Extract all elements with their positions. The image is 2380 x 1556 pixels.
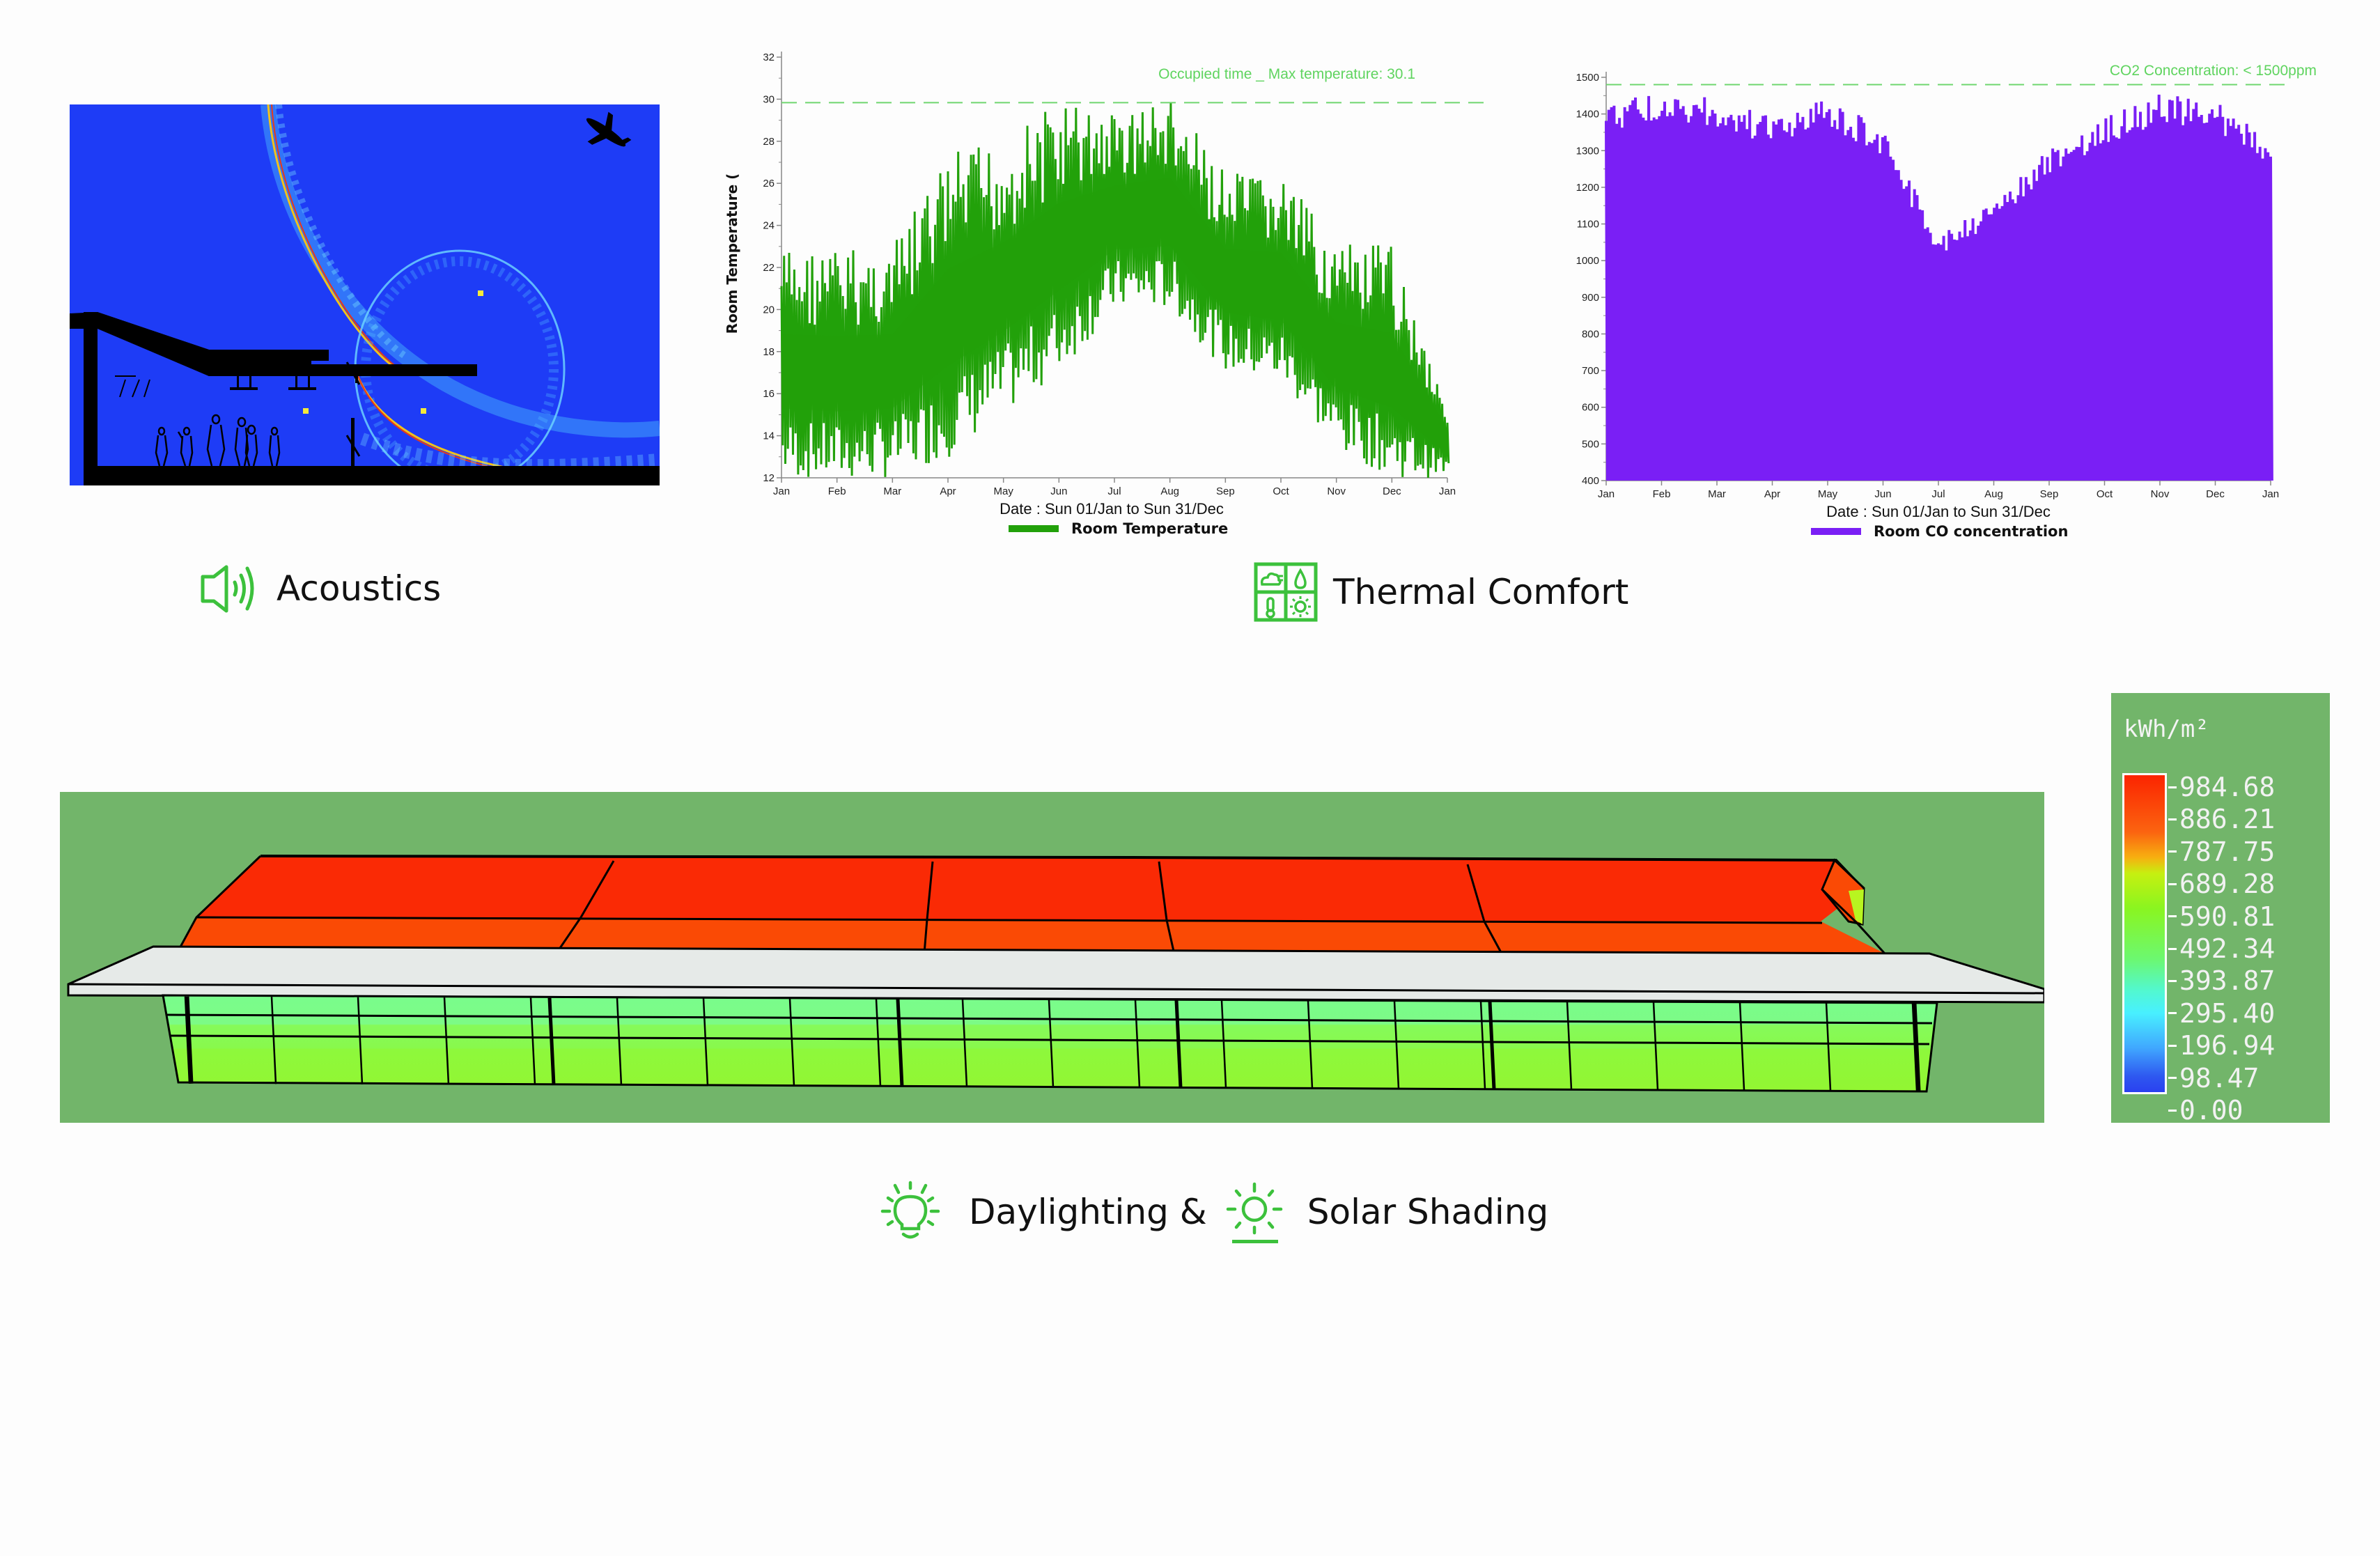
svg-text:Jul: Jul (1107, 485, 1121, 497)
legend-value: 492.34 (2168, 933, 2321, 965)
svg-text:Aug: Aug (1160, 485, 1179, 497)
legend-value: 787.75 (2168, 836, 2321, 868)
svg-text:Room Temperature: Room Temperature (1071, 520, 1228, 537)
legend-value: 0.00 (2168, 1094, 2321, 1126)
svg-text:1400: 1400 (1576, 109, 1599, 120)
svg-text:Sep: Sep (1216, 485, 1235, 497)
svg-text:Jan: Jan (1598, 488, 1615, 500)
svg-text:Feb: Feb (828, 485, 846, 497)
svg-text:Date : Sun 01/Jan to Sun 31/De: Date : Sun 01/Jan to Sun 31/Dec (1826, 503, 2051, 520)
svg-text:30: 30 (763, 93, 775, 105)
svg-text:Jan: Jan (2262, 488, 2279, 500)
svg-text:26: 26 (763, 178, 775, 189)
svg-text:20: 20 (763, 304, 775, 316)
acoustics-title: Acoustics (277, 568, 442, 609)
svg-text:Date : Sun 01/Jan to Sun 31/De: Date : Sun 01/Jan to Sun 31/Dec (1000, 500, 1224, 518)
svg-text:1500: 1500 (1576, 72, 1599, 84)
legend-color-scale (2122, 773, 2167, 1094)
svg-text:600: 600 (1582, 402, 1599, 414)
svg-text:Jul: Jul (1931, 488, 1945, 500)
sun-shade-icon (1222, 1178, 1289, 1245)
legend-value: 295.40 (2168, 997, 2321, 1029)
legend-value: 984.68 (2168, 771, 2321, 803)
svg-text:Oct: Oct (1273, 485, 1289, 497)
thermal-comfort-label: Thermal Comfort (1254, 561, 1628, 623)
daylighting-title: Daylighting & (969, 1192, 1207, 1232)
legend-value: 393.87 (2168, 965, 2321, 997)
svg-text:Apr: Apr (1764, 488, 1780, 500)
svg-text:500: 500 (1582, 438, 1599, 450)
svg-text:Dec: Dec (2206, 488, 2225, 500)
co2-concentration-chart: 400 500 600 700 800 900 1000 1100 1200 1300 1400 15… (1567, 56, 2333, 557)
svg-text:Room CO concentration: Room CO concentration (1874, 523, 2068, 540)
svg-text:Jan: Jan (773, 485, 790, 497)
svg-text:Jun: Jun (1050, 485, 1067, 497)
svg-text:32: 32 (763, 52, 775, 63)
svg-text:22: 22 (763, 262, 775, 274)
svg-text:Nov: Nov (2151, 488, 2170, 500)
svg-text:Aug: Aug (1984, 488, 2003, 500)
svg-text:Jan: Jan (1439, 485, 1456, 497)
room-temperature-chart: 12 14 16 18 20 22 24 26 28 30 32 Jan Feb Mar Apr May Jun… (717, 42, 1498, 550)
svg-text:16: 16 (763, 388, 775, 400)
legend-value: 689.28 (2168, 868, 2321, 900)
svg-text:Dec: Dec (1383, 485, 1401, 497)
speaker-icon (199, 563, 261, 615)
acoustics-simulation-image (70, 104, 660, 505)
svg-text:900: 900 (1582, 292, 1599, 304)
svg-text:Mar: Mar (1708, 488, 1726, 500)
svg-text:800: 800 (1582, 328, 1599, 340)
svg-text:Feb: Feb (1653, 488, 1671, 500)
daylighting-solar-shading-label: Daylighting & Solar Shading (874, 1177, 1548, 1247)
svg-text:May: May (1818, 488, 1838, 500)
solar-radiation-legend: kWh/m² 984.68 886.21 787.75 689.28 590.81 492… (2111, 693, 2330, 1126)
svg-text:Occupied time _ Max temperatur: Occupied time _ Max temperature: 30.1 (1158, 66, 1415, 82)
svg-text:Sep: Sep (2040, 488, 2059, 500)
svg-text:Nov: Nov (1327, 485, 1346, 497)
svg-text:Oct: Oct (2097, 488, 2113, 500)
svg-text:1100: 1100 (1577, 219, 1599, 231)
acoustics-label: Acoustics (199, 561, 441, 616)
svg-text:CO2 Concentration: < 1500ppm: CO2 Concentration: < 1500ppm (2110, 63, 2317, 79)
svg-text:1000: 1000 (1576, 255, 1599, 267)
svg-text:May: May (993, 485, 1013, 497)
airplane-icon (586, 111, 632, 147)
legend-unit: kWh/m² (2124, 715, 2209, 743)
svg-text:28: 28 (763, 136, 775, 148)
svg-text:400: 400 (1582, 475, 1599, 487)
legend-value: 98.47 (2168, 1062, 2321, 1094)
svg-text:Mar: Mar (883, 485, 901, 497)
svg-text:24: 24 (763, 220, 775, 232)
svg-text:14: 14 (763, 430, 775, 442)
svg-text:12: 12 (763, 472, 775, 484)
legend-value: 590.81 (2168, 901, 2321, 933)
lightbulb-icon (874, 1178, 947, 1245)
legend-value: 196.94 (2168, 1029, 2321, 1061)
legend-ticks: 984.68 886.21 787.75 689.28 590.81 492.34 393.… (2168, 771, 2321, 1126)
thermal-comfort-title: Thermal Comfort (1333, 572, 1629, 612)
solar-radiation-render (60, 792, 2046, 1123)
svg-text:700: 700 (1582, 365, 1599, 377)
svg-text:Jun: Jun (1874, 488, 1891, 500)
svg-text:Apr: Apr (940, 485, 956, 497)
legend-value: 886.21 (2168, 803, 2321, 835)
svg-text:Room Temperature (: Room Temperature ( (724, 173, 740, 334)
climate-grid-icon (1254, 562, 1318, 622)
solar-shading-title: Solar Shading (1307, 1192, 1549, 1232)
svg-text:1200: 1200 (1576, 182, 1599, 194)
svg-text:18: 18 (763, 346, 775, 358)
svg-text:1300: 1300 (1576, 145, 1599, 157)
